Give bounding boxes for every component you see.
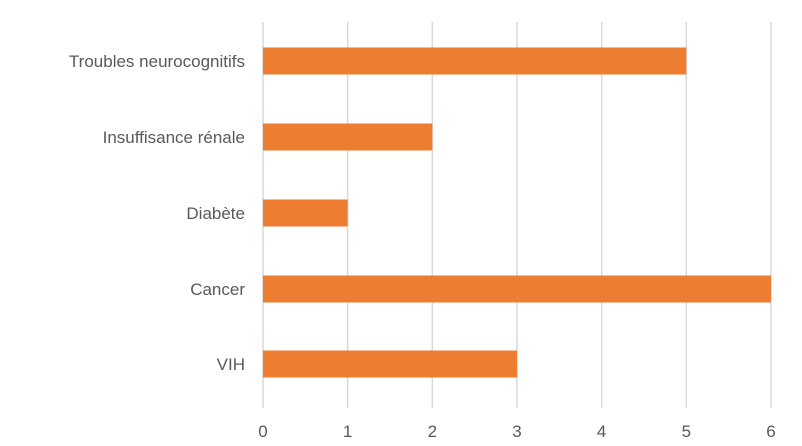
bar-troubles-neurocognitifs — [263, 47, 687, 75]
x-tick-label-5: 5 — [682, 422, 691, 441]
bar-diabete — [263, 199, 348, 227]
category-label-troubles-neurocognitifs: Troubles neurocognitifs — [69, 52, 245, 71]
bars — [263, 47, 771, 378]
x-tick-label-0: 0 — [258, 422, 267, 441]
category-label-diabete: Diabète — [186, 204, 245, 223]
bar-insuffisance-renale — [263, 123, 433, 151]
category-label-insuffisance-renale: Insuffisance rénale — [103, 128, 245, 147]
x-tick-label-4: 4 — [597, 422, 606, 441]
tick-labels: 0 1 2 3 4 5 6 — [258, 422, 775, 441]
x-tick-label-3: 3 — [512, 422, 521, 441]
x-tick-label-6: 6 — [766, 422, 775, 441]
x-tick-label-2: 2 — [428, 422, 437, 441]
bar-cancer — [263, 275, 771, 303]
category-labels: Troubles neurocognitifs Insuffisance réna… — [69, 52, 245, 374]
gridlines — [262, 22, 772, 408]
category-label-vih: VIH — [217, 355, 245, 374]
x-tick-label-1: 1 — [343, 422, 352, 441]
bar-vih — [263, 350, 517, 378]
category-label-cancer: Cancer — [190, 280, 245, 299]
